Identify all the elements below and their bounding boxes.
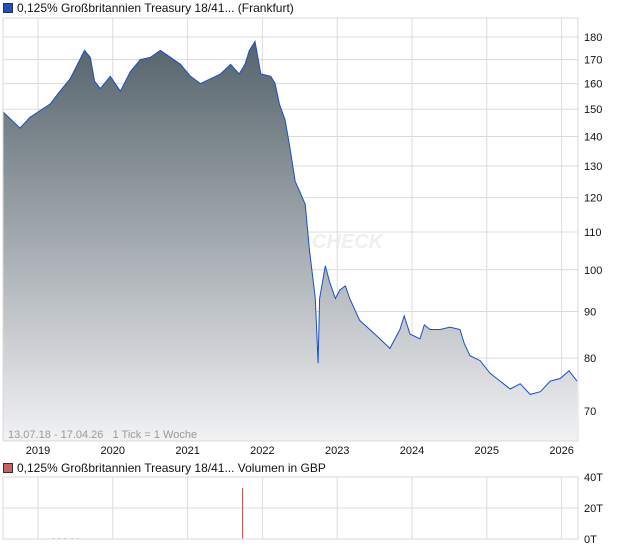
volume-legend-label: 0,125% Großbritannien Treasury 18/41... … — [17, 461, 326, 475]
x-tick-label: 2023 — [325, 445, 349, 457]
x-tick-label: 2020 — [101, 445, 125, 457]
price-legend-swatch — [3, 3, 13, 13]
x-tick-label: 2022 — [250, 445, 274, 457]
price-legend: 0,125% Großbritannien Treasury 18/41... … — [3, 1, 294, 15]
x-tick-label: 2024 — [400, 445, 424, 457]
x-tick-label: 2021 — [175, 445, 199, 457]
watermark: CHECK — [312, 231, 385, 253]
volume-bar — [242, 487, 244, 539]
plot-frame — [2, 17, 579, 442]
y-tick-label: 80 — [584, 353, 596, 365]
y-tick-label: 90 — [584, 306, 596, 318]
x-tick-label: 2025 — [475, 445, 499, 457]
y-tick-label: 110 — [584, 227, 602, 239]
volume-y-tick-label: 0T — [584, 534, 597, 546]
y-tick-label: 170 — [584, 55, 602, 67]
y-tick-label: 160 — [584, 79, 602, 91]
volume-legend: 0,125% Großbritannien Treasury 18/41... … — [3, 461, 326, 475]
x-tick-label: 2019 — [26, 445, 50, 457]
y-tick-label: 180 — [584, 32, 602, 44]
y-tick-label: 100 — [584, 265, 602, 277]
y-tick-label: 150 — [584, 104, 602, 116]
y-tick-label: 120 — [584, 193, 602, 205]
y-tick-label: 130 — [584, 161, 602, 173]
price-legend-label: 0,125% Großbritannien Treasury 18/41... … — [17, 1, 294, 15]
x-tick-label: 2026 — [549, 445, 573, 457]
price-line — [2, 40, 578, 395]
volume-frame — [2, 476, 579, 540]
volume-y-tick-label: 40T — [584, 472, 603, 484]
volume-y-tick-label: 20T — [584, 503, 603, 515]
price-area — [3, 41, 577, 442]
y-tick-label: 70 — [584, 406, 596, 418]
date-range-info: 13.07.18 - 17.04.26 1 Tick = 1 Woche — [8, 429, 197, 441]
volume-legend-swatch — [3, 463, 13, 473]
y-tick-label: 140 — [584, 132, 602, 144]
